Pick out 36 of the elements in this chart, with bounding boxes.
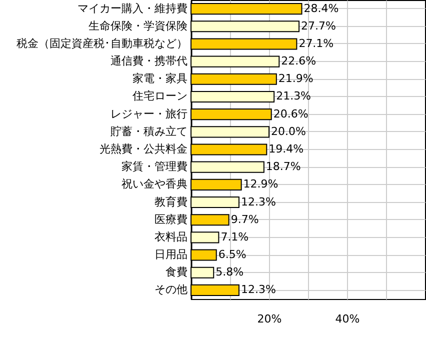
data-label: 5.8%	[216, 266, 244, 279]
y-tick-label: 税金（固定資産税･自動車税など）	[16, 36, 188, 50]
y-tick-label: 住宅ローン	[132, 90, 188, 103]
data-label: 9.7%	[230, 212, 259, 226]
data-label: 12.3%	[240, 283, 276, 296]
y-tick-label: 日用品	[154, 248, 188, 262]
data-label: 7.1%	[220, 230, 249, 244]
data-label: 22.6%	[281, 54, 316, 68]
data-label: 18.7%	[266, 160, 301, 174]
y-tick-label: 光熱費・公共料金	[100, 142, 188, 156]
data-label: 20.6%	[273, 107, 308, 120]
y-tick-label: 教育費	[154, 195, 188, 208]
y-tick-label: 通信費・携帯代	[110, 54, 188, 68]
y-tick-label: 祝い金や香典	[122, 178, 188, 191]
y-tick-label: 医療費	[154, 212, 188, 226]
y-tick-label: マイカー購入・維持費	[78, 2, 188, 15]
y-tick-label: 家賃・管理費	[122, 160, 188, 174]
data-label: 28.4%	[304, 2, 339, 15]
data-label: 27.7%	[301, 19, 336, 32]
x-tick-label: 20%	[257, 312, 282, 326]
y-tick-label: 衣料品	[154, 230, 188, 244]
data-label: 6.5%	[218, 248, 246, 262]
data-label: 27.1%	[298, 36, 334, 50]
data-label: 20.0%	[271, 124, 306, 138]
data-label: 12.9%	[243, 178, 278, 191]
x-tick-label: 40%	[335, 312, 360, 326]
y-tick-label: 食費	[166, 266, 188, 279]
data-label: 19.4%	[268, 142, 304, 156]
y-tick-label: その他	[154, 283, 188, 296]
data-label: 21.3%	[276, 90, 312, 103]
data-label: 12.3%	[240, 195, 276, 208]
y-tick-label: 家電・家具	[132, 72, 188, 86]
y-tick-label: 生命保険・学資保険	[88, 19, 188, 32]
y-tick-label: 貯蓄・積み立て	[110, 124, 188, 138]
data-label: 21.9%	[278, 72, 314, 86]
y-tick-label: レジャー・旅行	[110, 107, 188, 120]
